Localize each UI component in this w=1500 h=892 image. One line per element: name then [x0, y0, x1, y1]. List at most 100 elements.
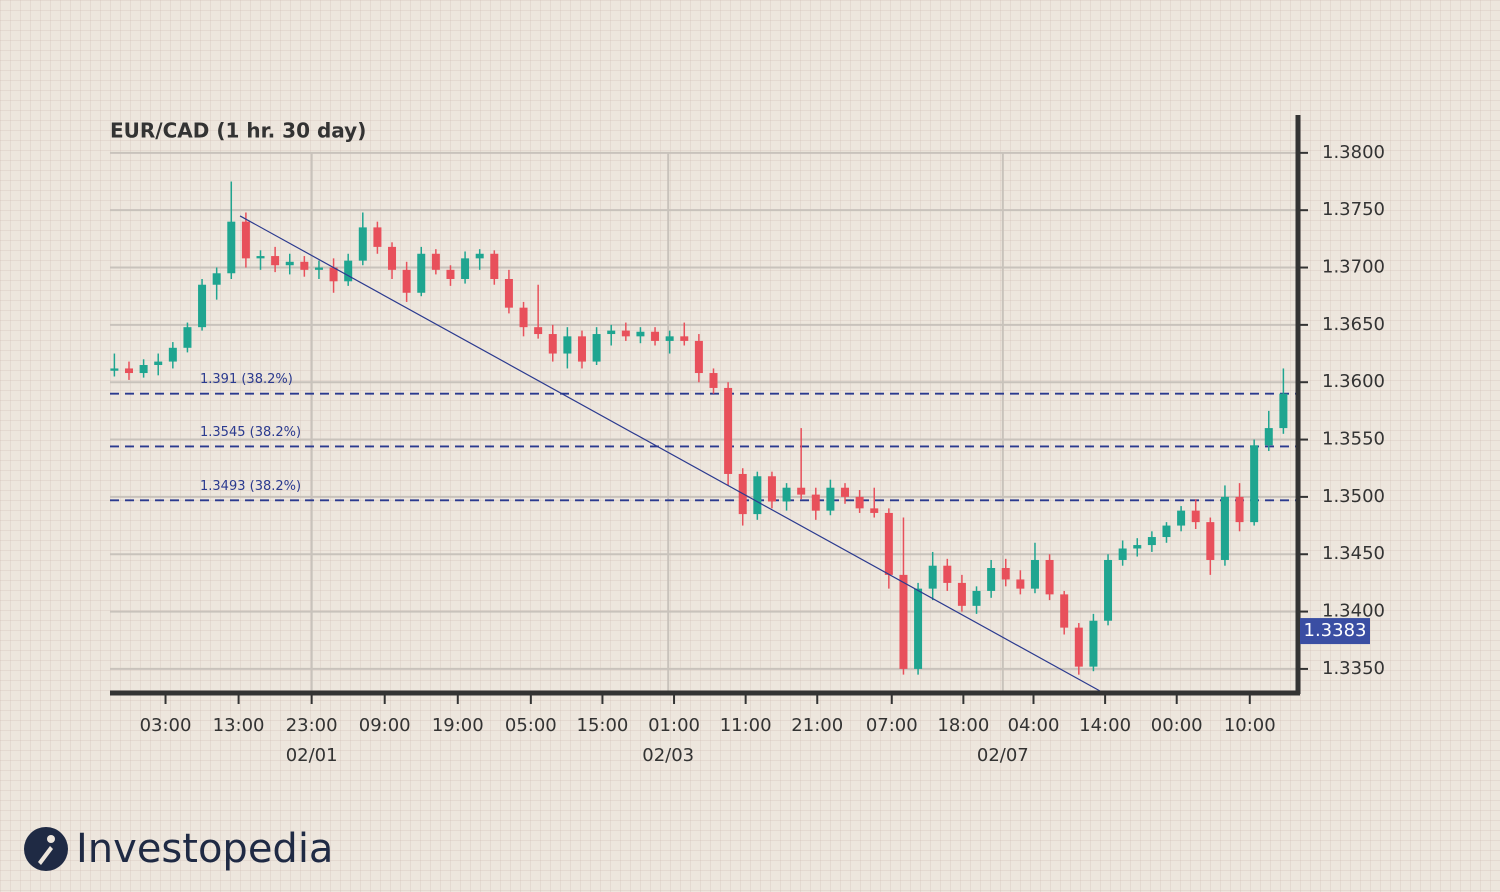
- candle-body: [1001, 567, 1010, 580]
- candle-body: [1220, 496, 1229, 560]
- candle-body: [914, 588, 923, 669]
- candle-body: [154, 361, 163, 366]
- x-tick-label: 11:00: [720, 715, 772, 736]
- candle-body: [855, 496, 864, 509]
- candle-body: [1118, 548, 1127, 560]
- candle-body: [943, 565, 952, 583]
- candle-body: [884, 512, 893, 575]
- date-label: 02/07: [977, 745, 1029, 766]
- candle-body: [767, 476, 776, 502]
- candle-body: [373, 227, 382, 247]
- candle-body: [797, 487, 806, 495]
- candle-body: [388, 246, 397, 270]
- candle-body: [212, 273, 221, 285]
- y-tick-label: 1.3700: [1322, 257, 1385, 278]
- candle-body: [1104, 559, 1113, 621]
- candle-body: [899, 574, 908, 669]
- candle-body: [490, 253, 499, 279]
- x-tick-label: 15:00: [577, 715, 629, 736]
- candle-body: [1279, 393, 1288, 429]
- candle-body: [183, 327, 192, 348]
- logo-icon: [24, 827, 68, 871]
- candle-body: [621, 330, 630, 337]
- brand-name: Investopedia: [76, 826, 333, 872]
- date-label: 02/01: [286, 745, 338, 766]
- trend-line: [239, 215, 1104, 694]
- candle-body: [168, 347, 177, 362]
- candle-body: [1016, 579, 1025, 589]
- candle-body: [1030, 559, 1039, 589]
- candle-body: [431, 253, 440, 270]
- candle-body: [651, 331, 660, 341]
- x-tick-label: 21:00: [791, 715, 843, 736]
- x-tick-label: 23:00: [286, 715, 338, 736]
- logo-icon-dot: [47, 835, 55, 843]
- candle-body: [198, 284, 207, 328]
- candle-body: [811, 494, 820, 511]
- candle-body: [1147, 537, 1156, 546]
- candle-body: [753, 476, 762, 515]
- candle-body: [1162, 525, 1171, 538]
- candle-body: [519, 307, 528, 328]
- fib-label: 1.391 (38.2%): [200, 372, 293, 387]
- y-tick-label: 1.3400: [1322, 601, 1385, 622]
- candle-body: [870, 508, 879, 513]
- y-tick-label: 1.3750: [1322, 199, 1385, 220]
- candle-body: [548, 334, 557, 354]
- y-tick-label: 1.3800: [1322, 142, 1385, 163]
- x-tick-label: 14:00: [1079, 715, 1131, 736]
- candle-body: [987, 567, 996, 591]
- logo: [24, 827, 68, 871]
- last-price-box: [1300, 618, 1370, 645]
- candle-body: [329, 267, 338, 282]
- x-tick-label: 13:00: [213, 715, 265, 736]
- y-tick-label: 1.3450: [1322, 543, 1385, 564]
- candle-body: [841, 487, 850, 497]
- candle-body: [300, 261, 309, 270]
- candle-body: [607, 330, 616, 335]
- x-tick-label: 03:00: [140, 715, 192, 736]
- candle-body: [402, 269, 411, 293]
- candle-body: [1133, 545, 1142, 549]
- date-label: 02/03: [642, 745, 694, 766]
- candle-body: [1074, 627, 1083, 667]
- x-tick-label: 09:00: [359, 715, 411, 736]
- y-tick-label: 1.3650: [1322, 314, 1385, 335]
- candle-body: [680, 336, 689, 341]
- candle-body: [636, 331, 645, 337]
- candle-body: [1250, 445, 1259, 523]
- chart-title: EUR/CAD (1 hr. 30 day): [110, 119, 366, 143]
- candle-body: [1264, 428, 1273, 446]
- fib-label: 1.3493 (38.2%): [200, 479, 301, 494]
- x-tick-label: 00:00: [1151, 715, 1203, 736]
- candle-body: [110, 368, 119, 371]
- candle-body: [446, 269, 455, 279]
- candle-body: [694, 340, 703, 374]
- candle-body: [724, 387, 733, 474]
- x-tick-label: 05:00: [505, 715, 557, 736]
- candle-body: [1060, 594, 1069, 628]
- candle-body: [417, 253, 426, 293]
- x-tick-label: 04:00: [1008, 715, 1060, 736]
- candle-body: [1235, 496, 1244, 523]
- candle-body: [665, 336, 674, 341]
- candle-body: [504, 278, 513, 308]
- candle-body: [782, 487, 791, 502]
- candle-body: [358, 227, 367, 261]
- candle-body: [826, 487, 835, 511]
- x-tick-label: 07:00: [866, 715, 918, 736]
- candle-body: [461, 258, 470, 279]
- candle-body: [344, 260, 353, 282]
- candle-body: [957, 582, 966, 606]
- candle-body: [928, 565, 937, 589]
- candle-body: [1177, 510, 1186, 526]
- candle-body: [139, 365, 148, 374]
- candle-body: [563, 336, 572, 354]
- y-tick-label: 1.3600: [1322, 371, 1385, 392]
- candle-body: [709, 373, 718, 388]
- candle-body: [577, 336, 586, 362]
- y-tick-label: 1.3500: [1322, 486, 1385, 507]
- candle-body: [227, 221, 236, 274]
